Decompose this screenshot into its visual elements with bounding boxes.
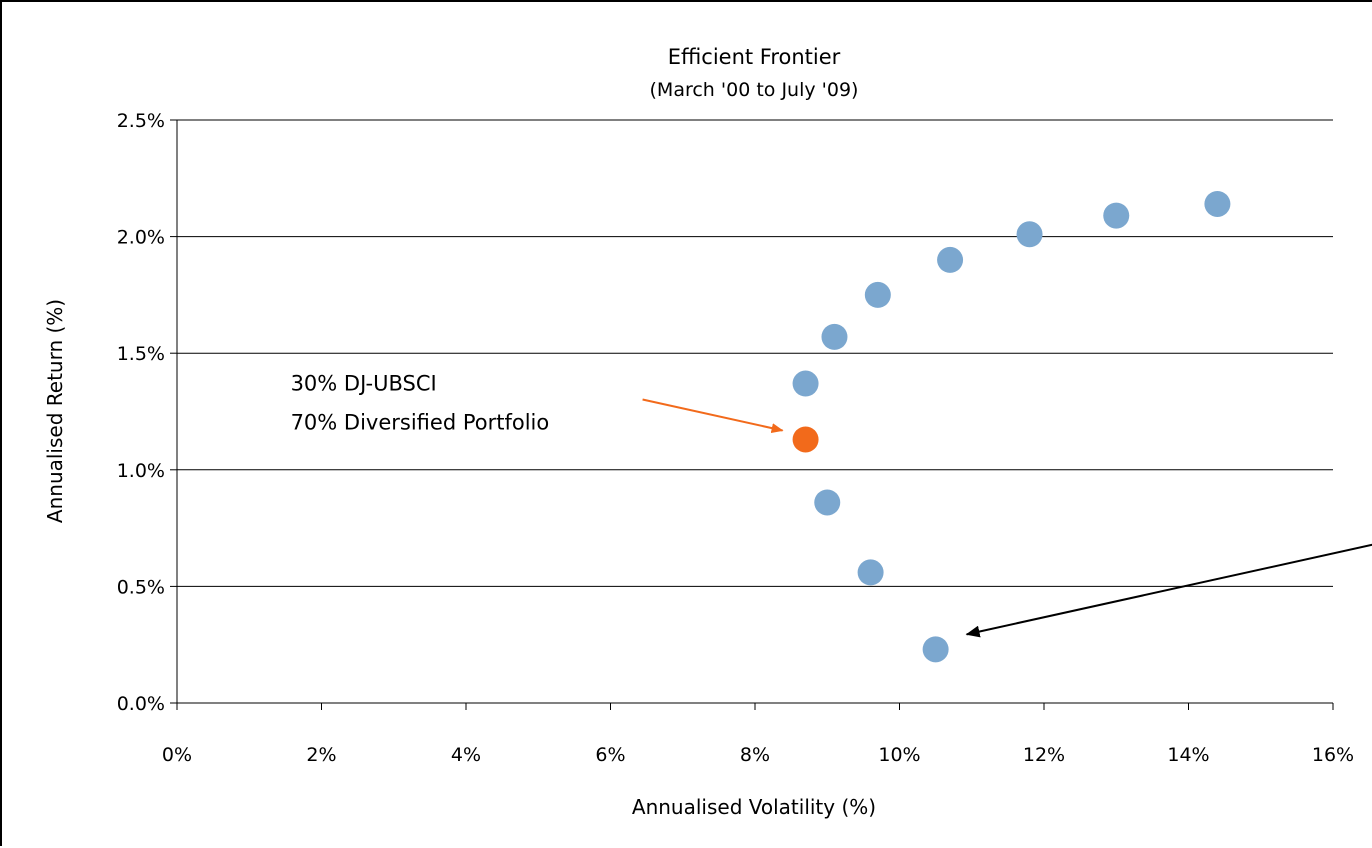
x-axis-label: Annualised Volatility (%) (632, 795, 876, 819)
annotation-line: 30% DJ-UBSCI (291, 371, 437, 395)
x-tick-label: 2% (306, 744, 336, 766)
annotation-line: 70% Diversified Portfolio (291, 410, 550, 434)
frontier-point (1103, 202, 1130, 229)
frontier-point (821, 323, 848, 350)
chart-title: Efficient Frontier (668, 45, 841, 69)
x-tick-label: 14% (1167, 744, 1209, 766)
y-tick-label: 1.0% (117, 460, 165, 482)
highlight-point (792, 426, 819, 453)
x-tick-label: 4% (451, 744, 481, 766)
axes: 0.0% 0.5% 1.0% 1.5% 2.0% 2.5% 0% 2% 4% 6% 8% 10% 12%… (117, 110, 1354, 766)
frontier-point (922, 636, 949, 663)
frontier-point (937, 246, 964, 273)
y-tick-label: 0.0% (117, 693, 165, 715)
x-tick-label: 0% (162, 744, 192, 766)
y-tick-label: 1.5% (117, 343, 165, 365)
data-points (792, 190, 1231, 663)
gridlines (177, 119, 1333, 704)
x-tick-label: 6% (595, 744, 625, 766)
frontier-point (1204, 190, 1231, 217)
y-tick-label: 0.5% (117, 576, 165, 598)
frontier-point (864, 281, 891, 308)
frontier-point (814, 489, 841, 516)
annotation-label: 30% DJ-UBSCI 70% Diversified Portfolio (291, 371, 550, 434)
chart-subtitle: (March '00 to July '09) (650, 79, 859, 101)
annotation-arrow-orange (642, 398, 784, 433)
frontier-point (792, 370, 819, 397)
x-tick-label: 8% (740, 744, 770, 766)
x-tick-label: 12% (1023, 744, 1065, 766)
frontier-point (1016, 221, 1043, 248)
y-tick-label: 2.5% (117, 110, 165, 132)
annotations: 30% DJ-UBSCI 70% Diversified Portfolio (291, 371, 1372, 638)
x-tick-label: 16% (1312, 744, 1354, 766)
y-axis-label: Annualised Return (%) (43, 299, 67, 523)
frontier-point (857, 559, 884, 586)
x-tick-label: 10% (878, 744, 920, 766)
annotation-arrow-black (965, 543, 1372, 638)
y-tick-label: 2.0% (117, 227, 165, 249)
